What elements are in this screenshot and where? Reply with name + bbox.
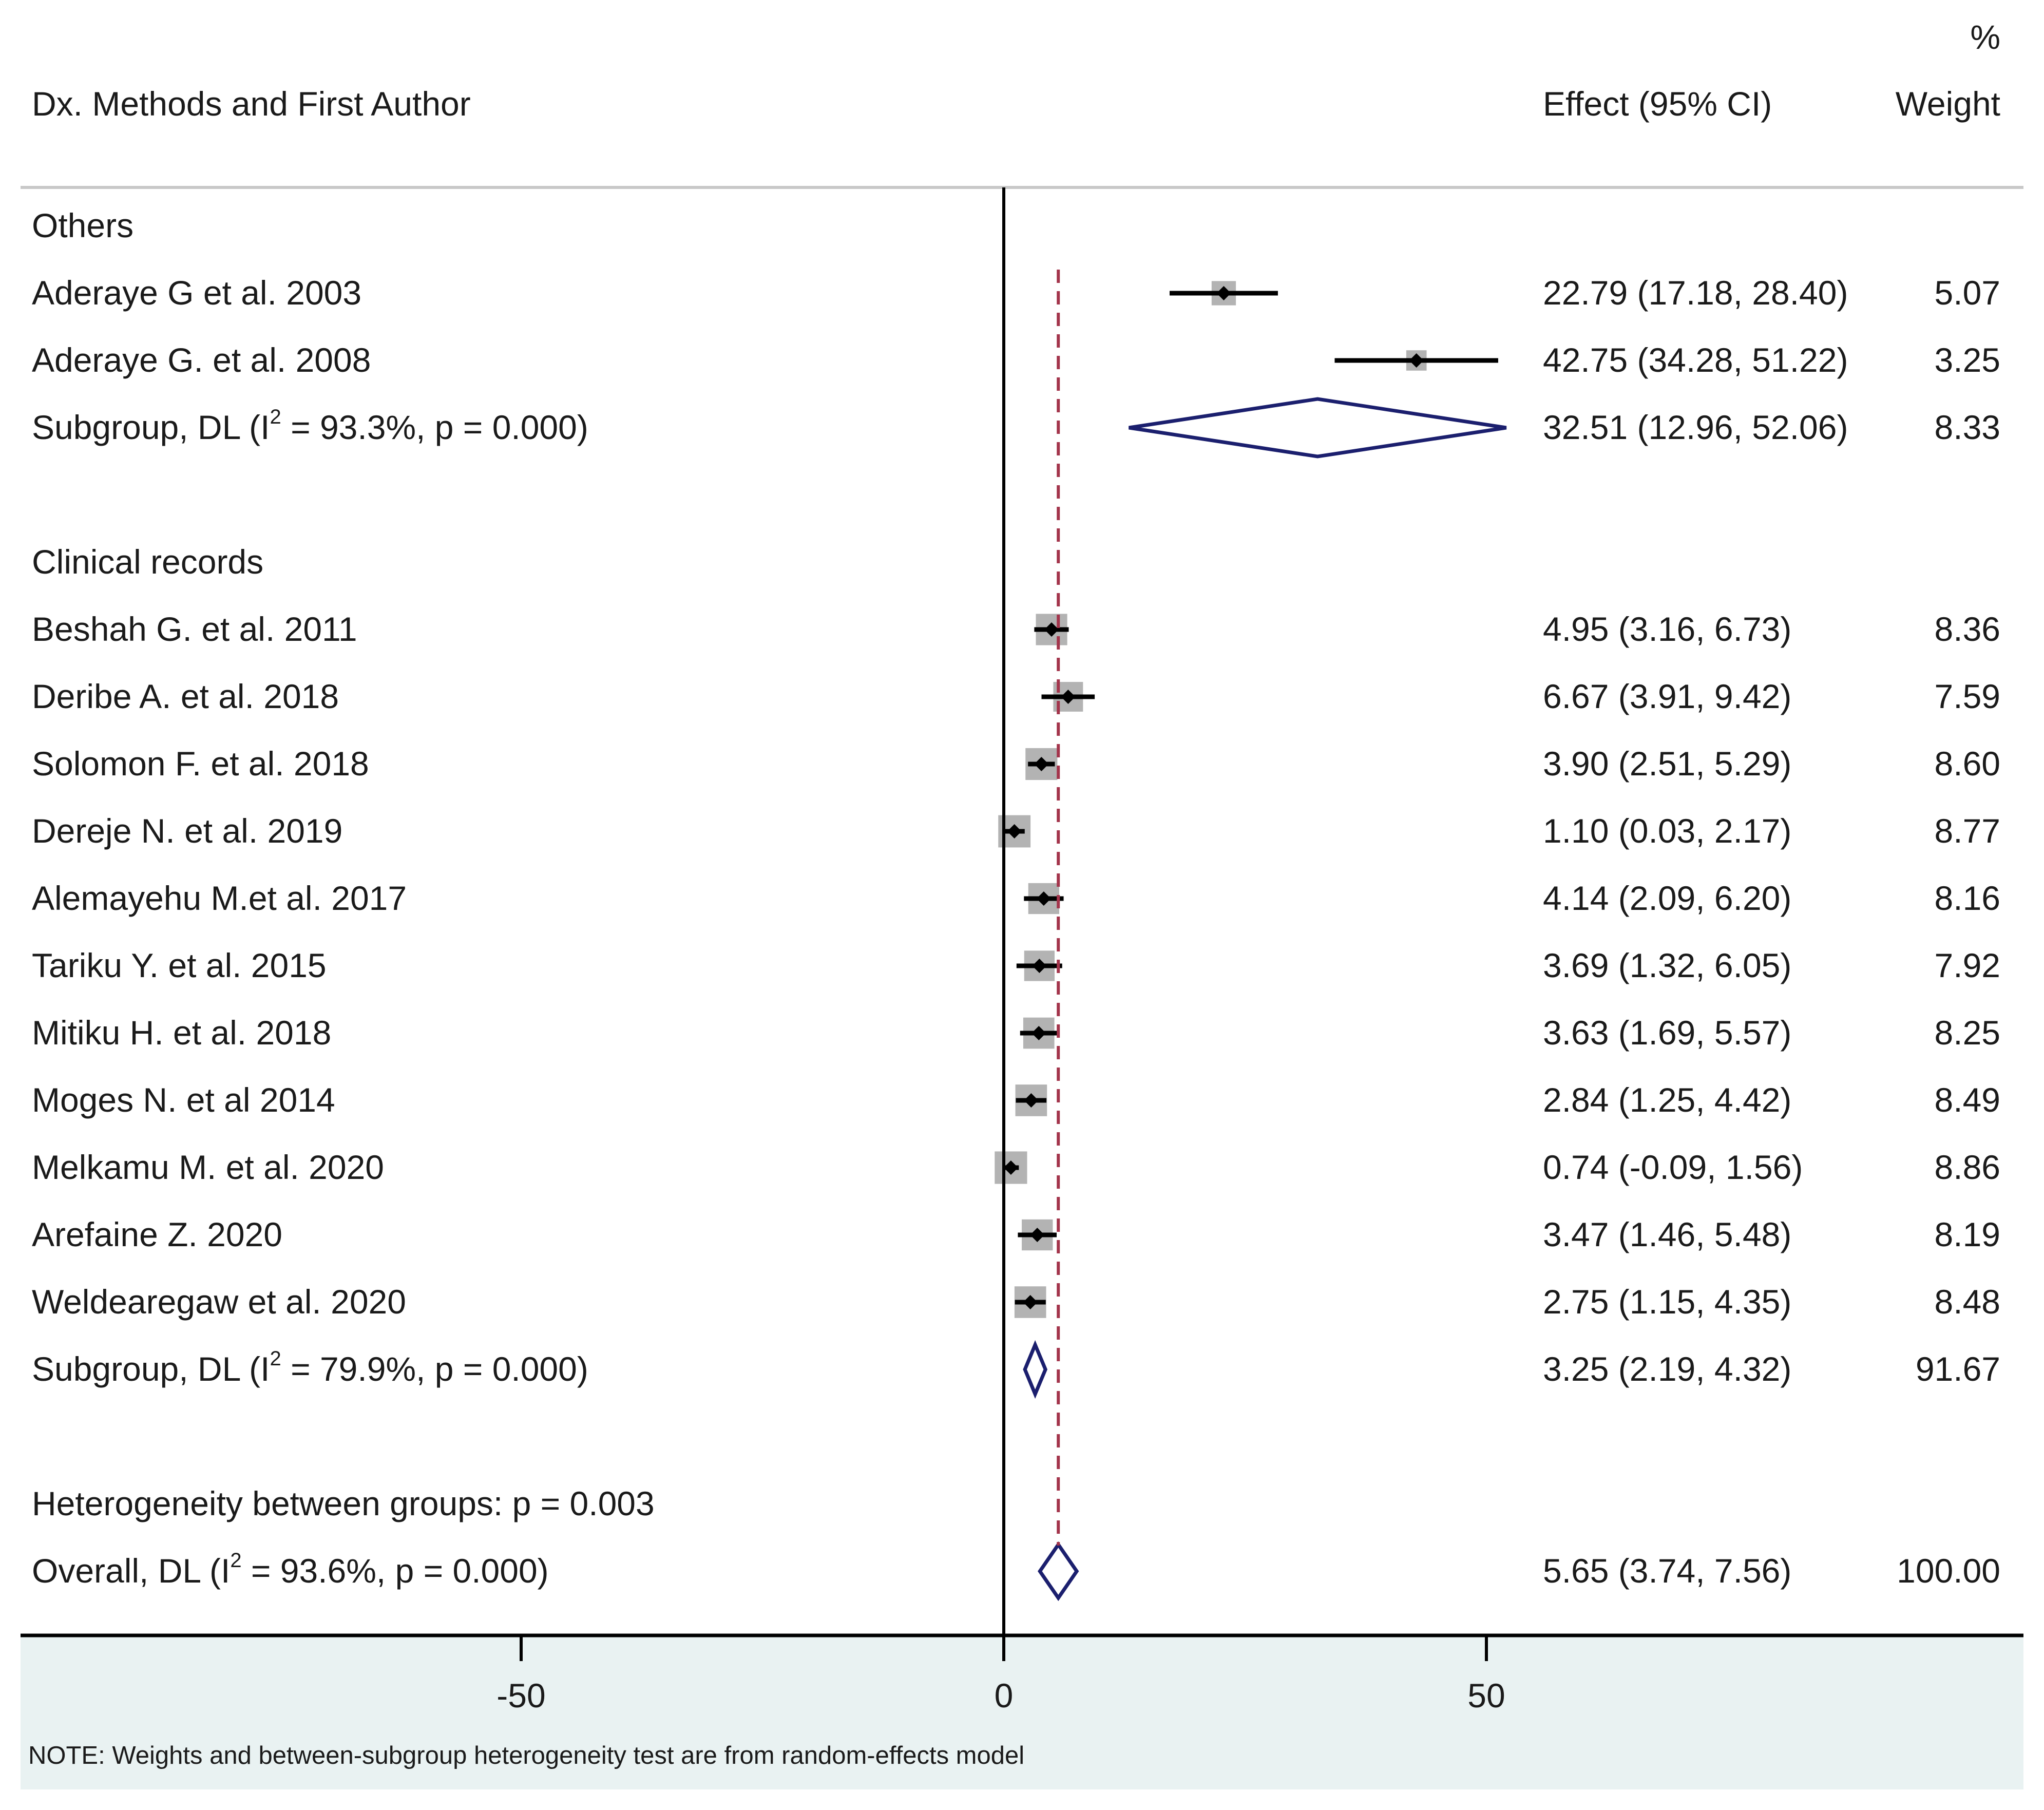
- weight-value: 7.92: [1935, 946, 2000, 984]
- weight-value: 8.86: [1935, 1148, 2000, 1186]
- effect-ci-value: 1.10 (0.03, 2.17): [1543, 812, 1791, 850]
- group-label: Others: [32, 206, 133, 244]
- x-axis-tick-label: 50: [1467, 1676, 1505, 1714]
- group-label: Clinical records: [32, 543, 263, 581]
- overall-weight: 100.00: [1897, 1552, 2000, 1590]
- point-estimate: [1044, 622, 1059, 637]
- study-label: Weldearegaw et al. 2020: [32, 1283, 406, 1321]
- point-estimate: [1023, 1295, 1038, 1309]
- weight-value: 8.36: [1935, 610, 2000, 648]
- footnote: NOTE: Weights and between-subgroup heter…: [28, 1742, 1024, 1769]
- effect-ci-value: 3.63 (1.69, 5.57): [1543, 1014, 1791, 1052]
- subgroup-diamond: [1129, 397, 1507, 459]
- effect-ci-value: 4.95 (3.16, 6.73): [1543, 610, 1791, 648]
- effect-ci-value: 3.47 (1.46, 5.48): [1543, 1215, 1791, 1253]
- weight-value: 8.48: [1935, 1283, 2000, 1321]
- overall-diamond: [1038, 1541, 1079, 1602]
- effect-ci-value: 4.14 (2.09, 6.20): [1543, 879, 1791, 917]
- forest-rows: Others Aderaye G et al. 2003 22.79 (17.18,…: [21, 187, 2023, 1714]
- study-label: Solomon F. et al. 2018: [32, 745, 369, 783]
- header-study: Dx. Methods and First Author: [32, 85, 471, 123]
- point-estimate: [1032, 959, 1047, 973]
- point-estimate: [1024, 1093, 1039, 1108]
- weight-value: 5.07: [1935, 274, 2000, 312]
- effect-ci-value: 0.74 (-0.09, 1.56): [1543, 1148, 1803, 1186]
- subgroup-diamond: [1023, 1340, 1048, 1399]
- weight-value: 8.60: [1935, 745, 2000, 783]
- axis-band: [21, 1635, 2023, 1789]
- effect-ci-value: 2.84 (1.25, 4.42): [1543, 1081, 1791, 1119]
- subgroup-label: Subgroup, DL (I2 = 79.9%, p = 0.000): [32, 1347, 588, 1388]
- point-estimate: [1007, 824, 1022, 839]
- point-estimate: [1031, 1026, 1046, 1040]
- weight-value: 8.16: [1935, 879, 2000, 917]
- x-axis-tick-label: -50: [496, 1676, 545, 1714]
- point-estimate: [1216, 286, 1231, 300]
- weight-value: 8.19: [1935, 1215, 2000, 1253]
- point-estimate: [1061, 690, 1076, 704]
- point-estimate: [1003, 1160, 1018, 1175]
- weight-value: 3.25: [1935, 341, 2000, 379]
- study-label: Melkamu M. et al. 2020: [32, 1148, 384, 1186]
- subgroup-label: Subgroup, DL (I2 = 93.3%, p = 0.000): [32, 406, 588, 446]
- weight-value: 8.77: [1935, 812, 2000, 850]
- weight-value: 8.49: [1935, 1081, 2000, 1119]
- study-label: Mitiku H. et al. 2018: [32, 1014, 331, 1052]
- study-label: Dereje N. et al. 2019: [32, 812, 342, 850]
- point-estimate: [1034, 757, 1049, 771]
- study-label: Alemayehu M.et al. 2017: [32, 879, 407, 917]
- subgroup-effect-ci: 3.25 (2.19, 4.32): [1543, 1350, 1791, 1388]
- x-axis-tick-label: 0: [995, 1676, 1014, 1714]
- subgroup-effect-ci: 32.51 (12.96, 52.06): [1543, 408, 1848, 446]
- subgroup-weight: 91.67: [1916, 1350, 2000, 1388]
- overall-label: Overall, DL (I2 = 93.6%, p = 0.000): [32, 1549, 549, 1590]
- study-label: Deribe A. et al. 2018: [32, 677, 339, 715]
- study-label: Aderaye G. et al. 2008: [32, 341, 371, 379]
- header-weight: Weight: [1896, 85, 2000, 123]
- study-label: Aderaye G et al. 2003: [32, 274, 361, 312]
- overall-effect-ci: 5.65 (3.74, 7.56): [1543, 1552, 1791, 1590]
- study-label: Beshah G. et al. 2011: [32, 610, 357, 648]
- effect-ci-value: 2.75 (1.15, 4.35): [1543, 1283, 1791, 1321]
- effect-ci-value: 6.67 (3.91, 9.42): [1543, 677, 1791, 715]
- study-label: Tariku Y. et al. 2015: [32, 946, 327, 984]
- point-estimate: [1036, 891, 1051, 906]
- effect-ci-value: 42.75 (34.28, 51.22): [1543, 341, 1848, 379]
- effect-ci-value: 3.69 (1.32, 6.05): [1543, 946, 1791, 984]
- heterogeneity-label: Heterogeneity between groups: p = 0.003: [32, 1484, 655, 1522]
- header-effect: Effect (95% CI): [1543, 85, 1772, 123]
- subgroup-weight: 8.33: [1935, 408, 2000, 446]
- point-estimate: [1030, 1228, 1045, 1242]
- weight-value: 8.25: [1935, 1014, 2000, 1052]
- effect-ci-value: 22.79 (17.18, 28.40): [1543, 274, 1848, 312]
- effect-ci-value: 3.90 (2.51, 5.29): [1543, 745, 1791, 783]
- header-weight-pct: %: [1970, 18, 2000, 56]
- study-label: Moges N. et al 2014: [32, 1081, 335, 1119]
- weight-value: 7.59: [1935, 677, 2000, 715]
- point-estimate: [1409, 353, 1424, 368]
- study-label: Arefaine Z. 2020: [32, 1215, 282, 1253]
